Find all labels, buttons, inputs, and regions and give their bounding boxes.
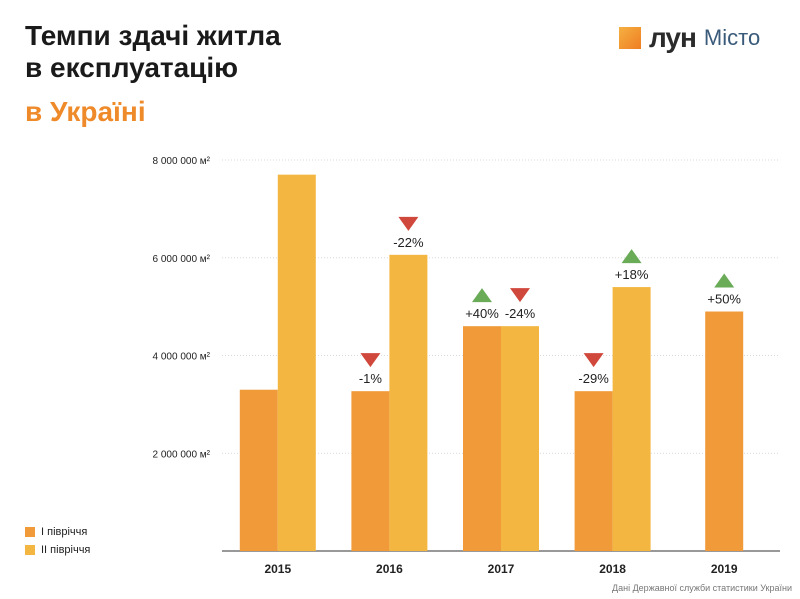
logo-sub: Місто [703, 25, 761, 50]
logo-brand: лун [649, 22, 697, 53]
legend: І півріччя ІІ півріччя [25, 526, 90, 562]
trend-down-icon [398, 216, 419, 231]
title-line-1: Темпи здачі житла [25, 20, 281, 51]
bar-h2 [612, 287, 651, 551]
bar-h2 [501, 326, 539, 551]
data-label: -22% [393, 235, 424, 250]
x-category-label: 2015 [264, 562, 291, 576]
y-tick-label: 4 000 000 м² [153, 352, 211, 363]
legend-swatch-h1 [25, 527, 35, 537]
trend-up-icon [714, 273, 735, 288]
title-line-2: в експлуатацію [25, 52, 239, 83]
bar-h1 [239, 389, 278, 551]
trend-up-icon [621, 249, 642, 264]
x-category-label: 2018 [599, 562, 626, 576]
bar-h1 [351, 391, 390, 551]
trend-down-icon [583, 353, 604, 368]
source-note: Дані Державної служби статистики України [612, 583, 792, 593]
data-label: -24% [505, 306, 536, 321]
legend-label-h2: ІІ півріччя [41, 544, 91, 556]
y-tick-label: 6 000 000 м² [153, 254, 211, 265]
data-label: +50% [707, 292, 741, 307]
logo-square-icon [619, 27, 641, 49]
data-label: -29% [578, 371, 609, 386]
x-category-label: 2019 [711, 562, 738, 576]
bar-h1 [705, 311, 744, 551]
trend-down-icon [510, 288, 530, 303]
x-category-label: 2017 [488, 562, 515, 576]
data-label: -1% [359, 371, 383, 386]
data-label: +18% [615, 267, 649, 282]
y-tick-label: 2 000 000 м² [153, 449, 211, 460]
x-category-label: 2016 [376, 562, 403, 576]
legend-item-h1: І півріччя [25, 526, 90, 538]
chart-title: Темпи здачі житла в експлуатацію [25, 20, 281, 84]
bar-h1 [463, 326, 501, 551]
legend-label-h1: І півріччя [41, 526, 88, 538]
legend-item-h2: ІІ півріччя [25, 544, 90, 556]
chart-subtitle: в Україні [25, 96, 146, 127]
trend-down-icon [360, 353, 381, 368]
bar-h2 [277, 174, 316, 551]
data-label: +40% [465, 306, 499, 321]
y-tick-label: 8 000 000 м² [153, 156, 211, 167]
bar-h1 [574, 391, 613, 551]
trend-up-icon [472, 288, 492, 303]
legend-swatch-h2 [25, 545, 35, 555]
bar-h2 [389, 254, 428, 551]
lun-logo: лун Місто [619, 22, 760, 54]
